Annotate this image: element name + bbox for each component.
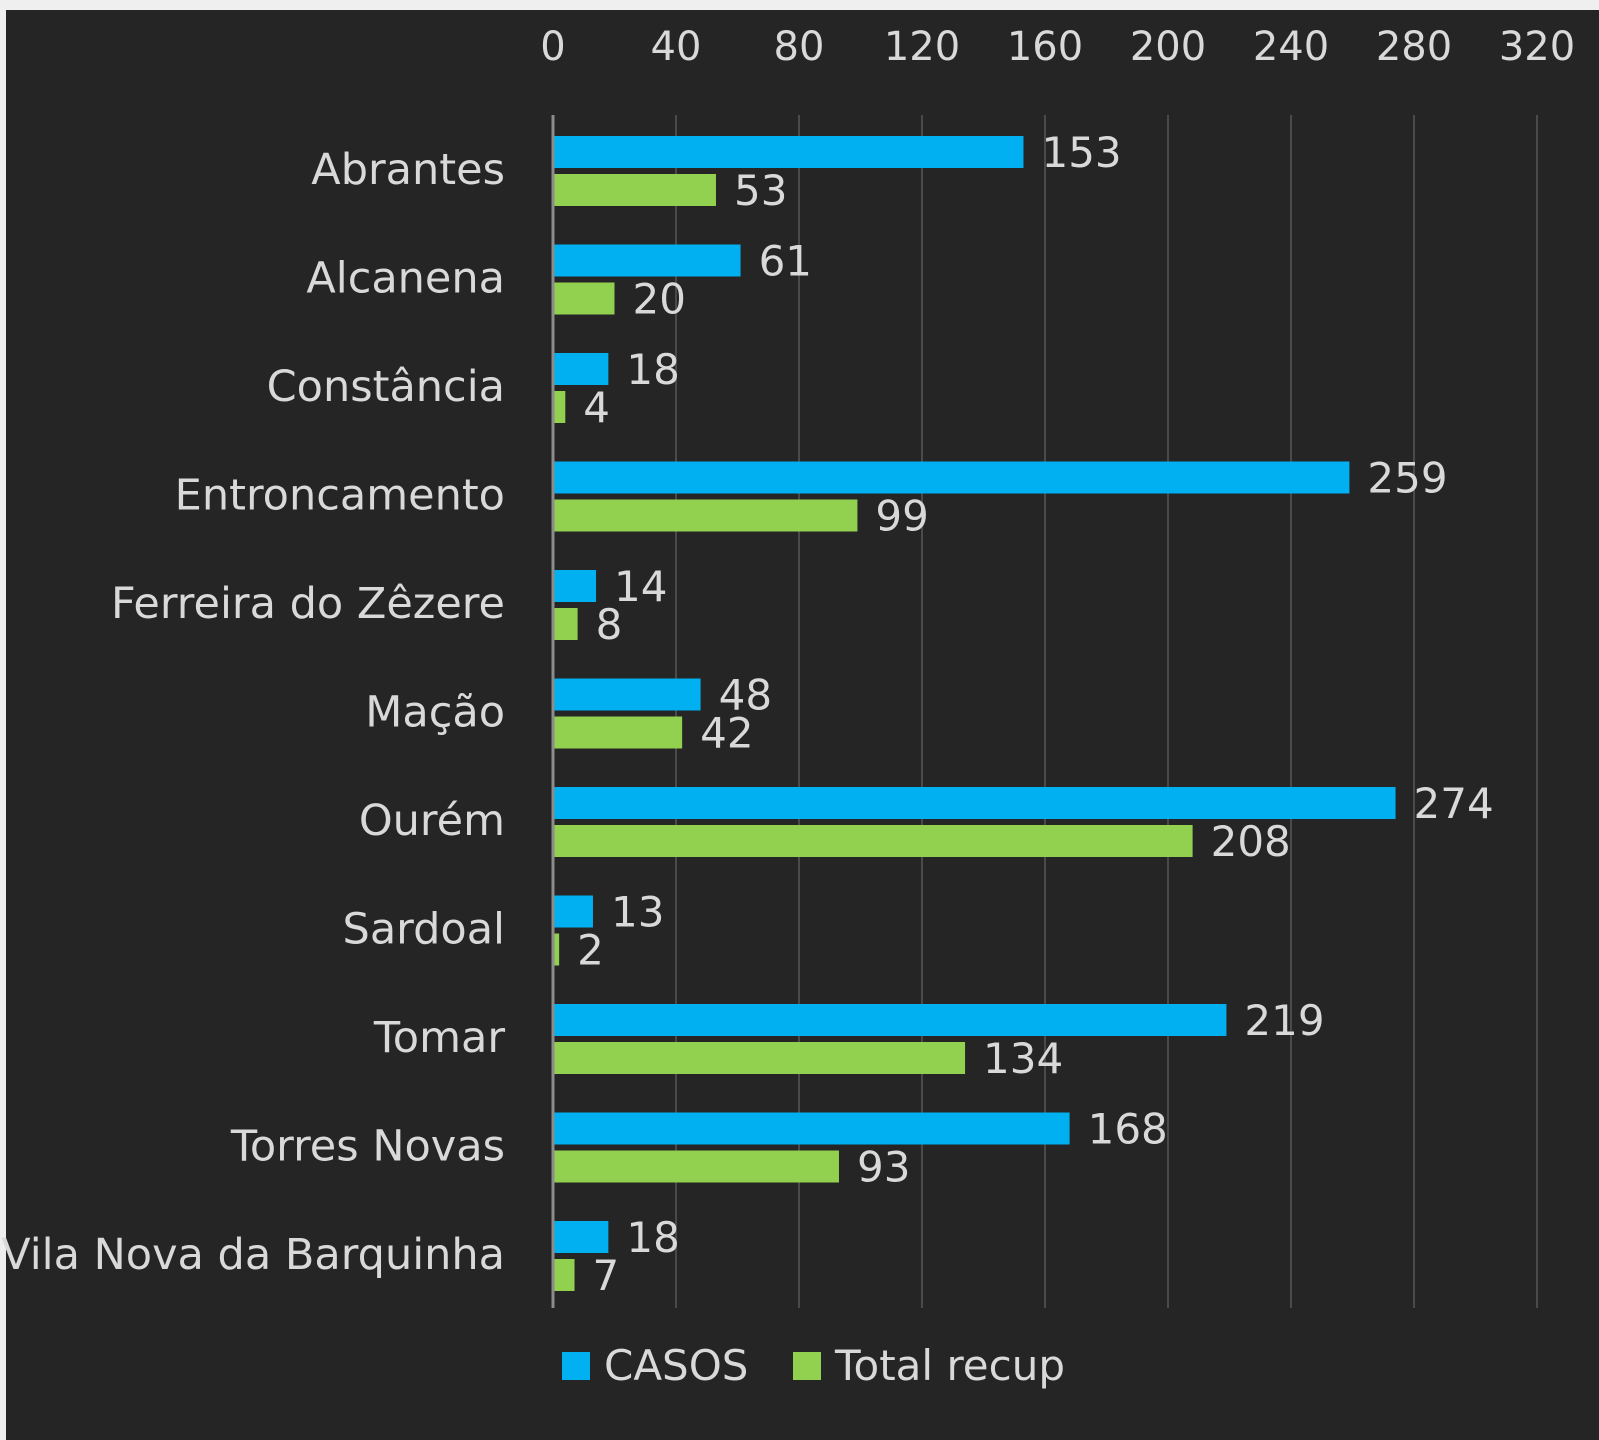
bar-casos	[554, 570, 597, 602]
x-tick-label: 0	[540, 24, 565, 70]
category-label: Torres Novas	[230, 1122, 505, 1172]
category-label: Alcanena	[306, 254, 505, 304]
bar-total-recup	[554, 1042, 966, 1074]
bar-total-recup	[554, 391, 566, 423]
category-label: Vila Nova da Barquinha	[1, 1230, 505, 1280]
data-label: 18	[626, 1213, 679, 1262]
category-label: Mação	[365, 688, 505, 738]
category-label: Sardoal	[343, 905, 505, 955]
legend-swatch	[793, 1352, 821, 1380]
bar-casos	[554, 461, 1350, 494]
bar-total-recup	[554, 1150, 839, 1183]
chart-background	[6, 10, 1599, 1440]
bar-total-recup	[554, 825, 1193, 857]
data-label: 13	[611, 888, 664, 937]
data-label: 61	[759, 237, 812, 286]
legend-label: CASOS	[604, 1341, 748, 1390]
bar-casos	[554, 1004, 1227, 1036]
data-label: 99	[875, 492, 928, 541]
legend-swatch	[562, 1352, 590, 1380]
bar-casos	[554, 787, 1396, 819]
bars	[554, 136, 1396, 1291]
category-label: Abrantes	[311, 145, 505, 195]
data-label: 53	[734, 166, 787, 215]
category-label: Tomar	[373, 1013, 506, 1063]
data-label: 219	[1244, 996, 1324, 1045]
bar-total-recup	[554, 933, 560, 966]
x-tick-label: 160	[1007, 24, 1083, 70]
legend: CASOS Total recup	[562, 1341, 1065, 1390]
data-label: 2	[577, 926, 604, 975]
x-tick-label: 120	[884, 24, 960, 70]
data-label: 18	[626, 345, 679, 394]
bar-casos	[554, 895, 593, 928]
x-tick-label: 320	[1499, 24, 1575, 70]
x-tick-label: 40	[651, 24, 702, 70]
x-axis-ticks: 0 40 80 120 160 200 240 280 320	[540, 24, 1575, 70]
data-label: 134	[983, 1034, 1063, 1083]
data-label: 14	[614, 562, 667, 611]
x-tick-label: 240	[1253, 24, 1329, 70]
data-label: 274	[1414, 779, 1494, 828]
category-labels: Abrantes Alcanena Constância Entroncamento F…	[1, 145, 505, 1280]
data-label: 208	[1211, 817, 1291, 866]
data-label: 20	[633, 275, 686, 324]
data-label: 259	[1367, 454, 1447, 503]
data-label: 168	[1088, 1105, 1168, 1154]
bar-total-recup	[554, 608, 578, 640]
bar-total-recup	[554, 282, 615, 315]
x-tick-label: 200	[1130, 24, 1206, 70]
x-tick-label: 80	[774, 24, 825, 70]
x-tick-label: 280	[1376, 24, 1452, 70]
bar-total-recup	[554, 174, 716, 206]
bar-casos	[554, 136, 1024, 168]
gridlines	[675, 115, 1538, 1308]
legend-label: Total recup	[834, 1341, 1065, 1390]
data-label: 153	[1041, 128, 1121, 177]
data-label: 7	[593, 1251, 620, 1300]
bar-total-recup	[554, 1259, 575, 1291]
bar-casos	[554, 678, 701, 711]
category-label: Ferreira do Zêzere	[111, 579, 505, 629]
category-label: Ourém	[359, 796, 505, 846]
bar-total-recup	[554, 716, 683, 749]
bar-casos	[554, 244, 741, 277]
data-label: 8	[596, 600, 623, 649]
bar-casos	[554, 1221, 609, 1253]
category-label: Constância	[267, 362, 505, 412]
data-label: 42	[700, 709, 753, 758]
data-label: 93	[857, 1143, 910, 1192]
data-label: 4	[583, 383, 610, 432]
bar-total-recup	[554, 499, 858, 532]
bar-casos	[554, 1112, 1070, 1145]
data-label: 48	[719, 671, 772, 720]
bar-casos	[554, 353, 609, 385]
category-label: Entroncamento	[175, 471, 505, 521]
